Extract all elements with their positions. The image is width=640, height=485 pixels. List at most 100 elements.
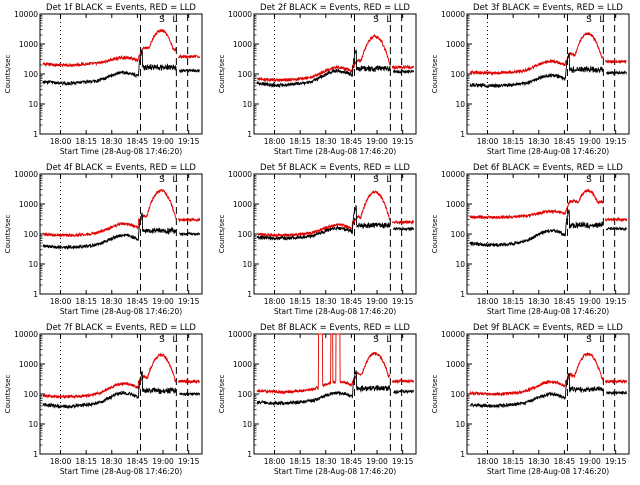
time-marker-l: L (599, 175, 604, 185)
y-tick-label: 10 (455, 420, 465, 429)
y-axis-label: Counts/sec (431, 375, 439, 414)
x-tick-label: 19:15 (392, 297, 414, 306)
x-tick-label: 18:00 (477, 297, 499, 306)
time-marker-s: S (373, 335, 379, 345)
y-axis-label: Counts/sec (4, 55, 12, 94)
y-tick-label: 10000 (14, 170, 38, 179)
y-tick-label: 10000 (228, 10, 252, 19)
series-events-black-line (42, 49, 201, 87)
time-marker-s: S (586, 335, 592, 345)
plot-frame (253, 13, 417, 135)
series-events-black-line (469, 372, 628, 409)
plot-frame (39, 13, 203, 135)
panel-title: Det 6f BLACK = Events, RED = LLD (473, 163, 623, 173)
plot-frame (466, 173, 630, 295)
y-tick-label: 1000 (19, 40, 38, 49)
x-tick-label: 19:00 (579, 137, 601, 146)
x-tick-label: 18:15 (75, 297, 97, 306)
y-axis-label: Counts/sec (431, 215, 439, 254)
x-axis-label: Start Time (28-Aug-08 17:46:20) (274, 307, 396, 316)
y-tick-label: 100 (451, 230, 466, 239)
x-axis-label: Start Time (28-Aug-08 17:46:20) (274, 147, 396, 156)
time-marker-l: L (599, 15, 604, 25)
y-tick-label: 1 (33, 450, 38, 459)
y-tick-label: 1 (33, 290, 38, 299)
x-tick-label: 18:15 (289, 297, 311, 306)
time-marker-s: S (373, 15, 379, 25)
x-tick-label: 18:00 (477, 137, 499, 146)
panel-title: Det 1f BLACK = Events, RED = LLD (46, 3, 196, 13)
x-tick-label: 18:45 (554, 457, 576, 466)
panel-title: Det 4f BLACK = Events, RED = LLD (46, 163, 196, 173)
x-tick-label: 19:15 (392, 457, 414, 466)
series-lld-red-line (42, 188, 201, 238)
x-tick-label: 18:45 (127, 457, 149, 466)
y-tick-label: 100 (451, 390, 466, 399)
x-tick-label: 18:15 (75, 137, 97, 146)
x-tick-label: 19:15 (178, 457, 200, 466)
x-tick-label: 18:15 (502, 297, 524, 306)
time-marker-l: L (386, 15, 391, 25)
time-marker-s: S (159, 175, 165, 185)
x-tick-label: 19:00 (152, 457, 174, 466)
x-tick-label: 18:45 (341, 137, 363, 146)
time-marker-l: L (172, 15, 177, 25)
x-axis-label: Start Time (28-Aug-08 17:46:20) (274, 467, 396, 476)
panel-title: Det 3f BLACK = Events, RED = LLD (473, 3, 623, 13)
chart-panel-det-1f: Det 1f BLACK = Events, RED = LLD Counts/s… (4, 3, 203, 156)
y-tick-label: 1000 (233, 200, 252, 209)
y-tick-label: 10000 (441, 10, 465, 19)
time-marker-s: S (159, 335, 165, 345)
chart-panel-det-5f: Det 5f BLACK = Events, RED = LLD Counts/s… (218, 163, 417, 316)
y-tick-label: 10 (242, 420, 252, 429)
y-tick-label: 1 (247, 130, 252, 139)
time-marker-s: S (586, 175, 592, 185)
y-tick-label: 10 (455, 100, 465, 109)
x-tick-label: 19:00 (366, 457, 388, 466)
x-tick-label: 18:45 (127, 297, 149, 306)
chart-panel-det-9f: Det 9f BLACK = Events, RED = LLD Counts/s… (431, 323, 630, 476)
y-tick-label: 1 (460, 130, 465, 139)
x-tick-label: 18:45 (341, 457, 363, 466)
y-tick-label: 10 (28, 100, 38, 109)
x-tick-label: 18:15 (502, 137, 524, 146)
y-tick-label: 10 (28, 260, 38, 269)
time-marker-l: L (172, 175, 177, 185)
x-tick-label: 18:45 (127, 137, 149, 146)
chart-panel-det-4f: Det 4f BLACK = Events, RED = LLD Counts/s… (4, 163, 203, 316)
y-tick-label: 1000 (19, 360, 38, 369)
x-tick-label: 18:00 (50, 457, 72, 466)
x-axis-label: Start Time (28-Aug-08 17:46:20) (487, 467, 609, 476)
time-marker-l: L (599, 335, 604, 345)
x-tick-label: 19:15 (605, 457, 627, 466)
y-tick-label: 1000 (446, 360, 465, 369)
x-tick-label: 19:15 (392, 137, 414, 146)
series-lld-red-line (469, 31, 627, 77)
series-lld-red-line (256, 333, 415, 395)
x-tick-label: 18:15 (75, 457, 97, 466)
x-tick-label: 19:00 (366, 137, 388, 146)
y-tick-label: 10000 (228, 330, 252, 339)
y-axis-label: Counts/sec (431, 55, 439, 94)
x-axis-label: Start Time (28-Aug-08 17:46:20) (60, 467, 182, 476)
y-tick-label: 1000 (19, 200, 38, 209)
series-lld-red-line (469, 188, 628, 223)
y-tick-label: 10 (28, 420, 38, 429)
panel-title: Det 5f BLACK = Events, RED = LLD (260, 163, 410, 173)
y-tick-label: 1 (247, 290, 252, 299)
y-tick-label: 1000 (233, 40, 252, 49)
x-tick-label: 18:30 (315, 297, 337, 306)
x-tick-label: 18:30 (101, 137, 123, 146)
x-tick-label: 18:00 (50, 297, 72, 306)
panel-title: Det 8f BLACK = Events, RED = LLD (260, 323, 410, 333)
y-tick-label: 10 (242, 260, 252, 269)
y-tick-label: 1 (33, 130, 38, 139)
y-tick-label: 1 (247, 450, 252, 459)
x-tick-label: 19:00 (152, 297, 174, 306)
x-tick-label: 18:30 (528, 137, 550, 146)
y-tick-label: 1000 (446, 200, 465, 209)
y-tick-label: 10 (242, 100, 252, 109)
y-tick-label: 100 (238, 70, 253, 79)
series-lld-red-line (256, 190, 415, 238)
